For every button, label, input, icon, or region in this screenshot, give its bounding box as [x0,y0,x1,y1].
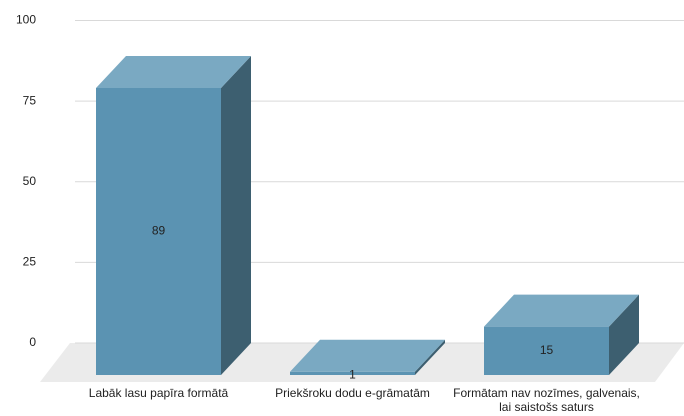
bar [290,371,415,375]
y-tick-label: 50 [23,174,37,188]
value-label: 15 [540,343,554,357]
x-tick-label: Formātam nav nozīmes, galvenais, lai sai… [453,386,640,414]
bar [96,87,221,375]
y-tick-label: 25 [23,255,37,269]
y-tick-label: 75 [23,93,37,107]
bar-side [415,339,445,375]
bar-side [609,294,639,375]
x-tick-label: Priekšroku dodu e-grāmatām [275,386,430,400]
bar [484,326,609,375]
y-tick-label: 100 [16,13,36,27]
bar-side [221,55,251,375]
value-label: 89 [152,224,166,238]
x-tick-label: Labāk lasu papīra formātā [88,386,229,400]
bar-top [290,339,445,372]
value-label: 1 [349,368,356,382]
bar-top [96,55,251,88]
y-tick-label: 0 [29,335,36,349]
bar-top [484,294,639,327]
